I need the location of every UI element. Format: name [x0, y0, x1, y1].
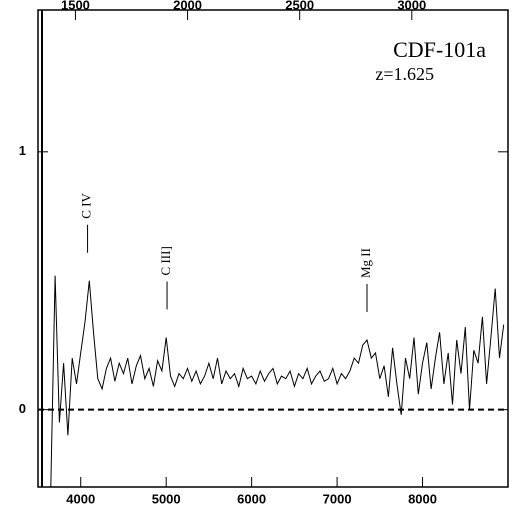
x2-tick-label: 3000: [397, 0, 426, 12]
x2-tick-label: 2500: [285, 0, 314, 12]
y-tick-label: 0: [19, 401, 26, 416]
x-tick-label: 7000: [323, 491, 352, 506]
y-tick-label: 1: [19, 143, 26, 158]
chart-subtitle: z=1.625: [375, 64, 434, 84]
annotation-label: C III]: [158, 246, 173, 275]
x-tick-label: 8000: [408, 491, 437, 506]
x-tick-label: 6000: [237, 491, 266, 506]
annotation-label: Mg II: [358, 248, 373, 278]
chart-title: CDF-101a: [393, 37, 486, 62]
x-tick-label: 4000: [66, 491, 95, 506]
x2-tick-label: 1500: [61, 0, 90, 12]
x2-tick-label: 2000: [173, 0, 202, 12]
spectrum: [50, 275, 505, 488]
annotation-label: C IV: [79, 192, 94, 218]
plot-frame: [37, 9, 509, 488]
x-tick-label: 5000: [152, 491, 181, 506]
